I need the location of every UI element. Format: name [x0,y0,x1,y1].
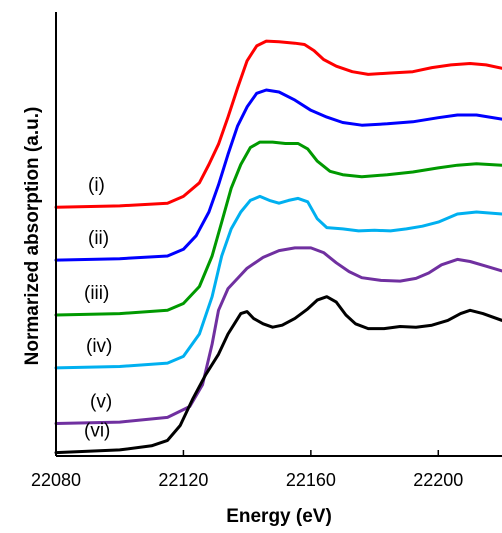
series-line-2 [54,88,502,262]
series-labels: (i) (ii) (iii) (iv) (v) (vi) [84,175,112,441]
series-line-4 [54,194,502,370]
x-tick-label: 22080 [31,470,81,490]
x-tick-label: 22120 [158,470,208,490]
x-tick-label: 22200 [413,470,463,490]
series-layer [54,39,502,455]
axes [55,12,502,457]
series-label-5: (v) [90,392,112,413]
series-line-1 [54,39,502,209]
series-label-4: (iv) [86,336,112,357]
series-label-6: (vi) [84,421,110,442]
y-axis-title: Normarized absorption (a.u.) [22,107,43,366]
series-line-3 [54,140,502,317]
series-line-6 [54,295,502,455]
x-ticks: 22080 22120 22160 22200 [31,450,463,490]
x-axis-title: Energy (eV) [226,506,332,527]
series-label-3: (iii) [84,283,109,304]
series-line-5 [54,246,502,425]
x-tick-label: 22160 [286,470,336,490]
series-label-2: (ii) [88,228,109,249]
series-label-1: (i) [88,175,105,196]
